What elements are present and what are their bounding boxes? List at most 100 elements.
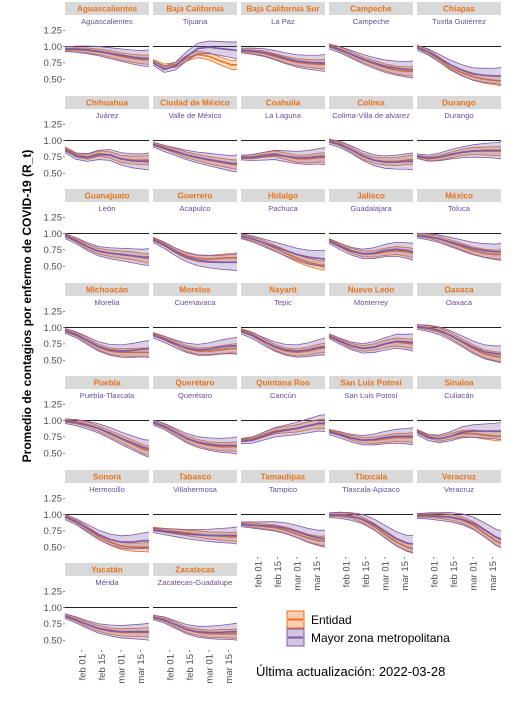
metro-series-lower bbox=[240, 526, 326, 548]
facet-plot-area bbox=[329, 27, 413, 89]
facet-strip bbox=[65, 376, 149, 389]
facet-plot-area bbox=[241, 308, 325, 370]
facet-strip bbox=[241, 2, 325, 15]
facet-plot-area bbox=[241, 121, 325, 183]
facet-state-label: Guerrero bbox=[177, 192, 212, 201]
metro-series-band bbox=[65, 514, 149, 550]
metro-series-lower bbox=[328, 143, 414, 171]
entity-series-lower bbox=[64, 421, 150, 456]
entity-series-upper bbox=[64, 418, 150, 447]
facet-metro-label: Morelia bbox=[95, 298, 121, 307]
metro-series-upper bbox=[64, 233, 150, 250]
metro-series-upper bbox=[240, 414, 326, 440]
metro-series-line bbox=[240, 49, 325, 64]
y-tick-label: 0.75 bbox=[44, 152, 63, 163]
metro-series-line bbox=[328, 431, 413, 441]
facet-metro-label: Hermosillo bbox=[89, 485, 125, 494]
metro-series-lower bbox=[152, 242, 238, 272]
entity-series-band bbox=[329, 138, 413, 166]
entity-series-upper bbox=[240, 49, 326, 61]
entity-series-lower bbox=[64, 616, 150, 638]
entity-series-lower bbox=[152, 530, 238, 542]
metro-series-upper bbox=[416, 512, 502, 532]
facet-panel: México Toluca bbox=[416, 189, 502, 276]
x-tick-label: mar 01 bbox=[293, 561, 304, 591]
facet-panel: Guerrero Acapulco bbox=[152, 189, 238, 276]
metro-series-lower bbox=[416, 517, 502, 549]
metro-series-lower bbox=[240, 333, 326, 358]
facet-strip bbox=[153, 563, 237, 576]
y-tick-label: 0.50 bbox=[44, 636, 63, 647]
facet-strip bbox=[241, 376, 325, 389]
facet-plot-area bbox=[329, 401, 413, 463]
entity-series-upper bbox=[152, 614, 238, 631]
metro-series-upper bbox=[64, 514, 150, 537]
metro-series-upper bbox=[64, 147, 150, 155]
facet-strip bbox=[241, 96, 325, 109]
facet-state-label: Tamaulipas bbox=[261, 473, 306, 482]
entity-series-lower bbox=[240, 52, 326, 70]
entity-series-lower bbox=[152, 145, 238, 170]
metro-series-lower bbox=[64, 152, 150, 171]
facet-state-label: Durango bbox=[442, 99, 476, 108]
facet-plot-area bbox=[65, 588, 149, 650]
facet-strip bbox=[153, 376, 237, 389]
metro-series-band bbox=[241, 48, 325, 72]
metro-series-upper bbox=[328, 43, 414, 63]
facet-metro-label: Juárez bbox=[96, 111, 119, 120]
metro-series-upper bbox=[64, 418, 150, 441]
facet-metro-label: Guadalajara bbox=[350, 204, 392, 213]
facet-panel: Campeche Campeche bbox=[328, 2, 414, 89]
x-tick-label: mar 15 bbox=[488, 561, 499, 591]
facet-state-label: Oaxaca bbox=[444, 286, 474, 295]
metro-series-line bbox=[328, 240, 414, 255]
x-tick-label: mar 01 bbox=[381, 561, 392, 591]
entity-series-lower bbox=[416, 236, 502, 260]
facet-plot-area bbox=[329, 121, 413, 183]
metro-series-lower bbox=[416, 49, 502, 85]
facet-metro-label: Querétaro bbox=[178, 391, 212, 400]
facet-metro-label: Villahermosa bbox=[173, 485, 218, 494]
entity-series-upper bbox=[328, 138, 414, 159]
metro-series-line bbox=[64, 330, 149, 352]
entity-series-lower bbox=[240, 427, 326, 443]
facet-state-label: Morelos bbox=[179, 286, 211, 295]
metro-series-line bbox=[328, 335, 414, 350]
metro-series-upper bbox=[416, 232, 502, 245]
metro-series-line bbox=[328, 45, 413, 71]
facet-state-label: Nuevo León bbox=[348, 286, 395, 295]
facet-strip bbox=[329, 376, 413, 389]
metro-series-band bbox=[329, 333, 413, 354]
metro-series-lower bbox=[152, 619, 238, 641]
facet-state-label: Quintana Roo bbox=[256, 379, 310, 388]
x-tick-label: mar 15 bbox=[136, 654, 147, 684]
metro-series-lower bbox=[328, 243, 414, 261]
facet-strip bbox=[153, 2, 237, 15]
facet-metro-label: Monterrey bbox=[354, 298, 388, 307]
facet-strip bbox=[241, 283, 325, 296]
x-tick-label: feb 01 bbox=[77, 654, 88, 680]
entity-series-band bbox=[241, 522, 325, 546]
y-tick-label: 0.50 bbox=[44, 356, 63, 367]
facet-strip bbox=[65, 283, 149, 296]
entity-series-lower bbox=[416, 327, 502, 363]
entity-series-lower bbox=[152, 423, 238, 452]
facet-state-label: Nayarit bbox=[269, 286, 297, 295]
entity-series-upper bbox=[64, 328, 150, 350]
facet-state-label: México bbox=[445, 192, 473, 201]
facet-panels: Aguascalientes Aguascalientes 0.50 0.75 1.00… bbox=[44, 2, 502, 650]
legend: Entidad Mayor zona metropolitana bbox=[286, 610, 450, 647]
metro-series-line bbox=[152, 529, 237, 537]
metro-series-upper bbox=[64, 613, 150, 626]
metro-series-upper bbox=[328, 511, 414, 536]
facet-metro-label: Durango bbox=[444, 111, 473, 120]
metro-series-line bbox=[65, 48, 149, 60]
metro-series-upper bbox=[328, 139, 414, 157]
metro-series-lower bbox=[240, 159, 326, 166]
entity-series-lower bbox=[152, 335, 238, 356]
metro-series-band bbox=[417, 512, 501, 548]
facet-state-label: Campeche bbox=[350, 5, 392, 14]
y-tick-label: 1.25 bbox=[44, 213, 63, 224]
facet-panel: Guanajuato León 0.50 0.75 1.00 1.25 bbox=[44, 189, 150, 276]
y-tick-label: 1.00 bbox=[44, 416, 63, 427]
